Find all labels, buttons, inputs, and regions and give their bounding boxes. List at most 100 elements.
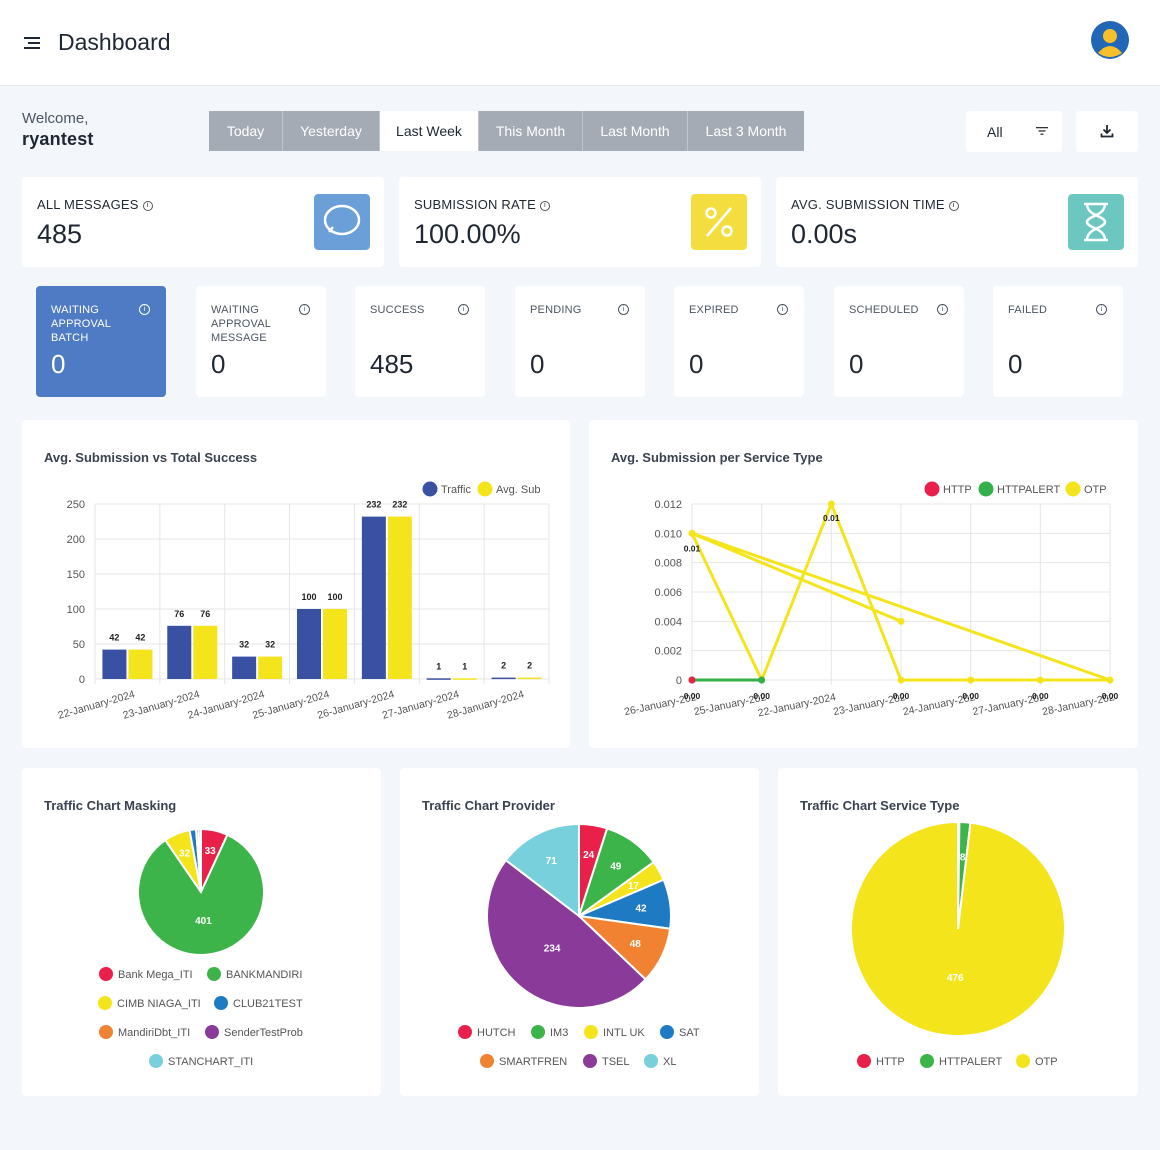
filter-select[interactable]: All: [966, 111, 1062, 152]
chart-title: Avg. Submission vs Total Success: [44, 450, 258, 465]
hamburger-menu-icon[interactable]: [22, 34, 42, 52]
mini-card-pending: PENDING i 0: [515, 286, 645, 397]
mini-card-waiting-approval-message: WAITING APPROVAL MESSAGE i 0: [196, 286, 326, 397]
pie-slice: [850, 820, 1066, 1037]
mini-value: 0: [530, 349, 545, 379]
filter-value: All: [987, 124, 1003, 140]
y-tick-label: 0: [79, 674, 85, 686]
mini-card-expired: EXPIRED i 0: [674, 286, 804, 397]
stat-label: ALL MESSAGES: [37, 197, 139, 212]
legend-marker: [99, 967, 113, 981]
legend-label: SAT: [679, 1027, 700, 1039]
data-label: 0.00: [684, 691, 701, 701]
y-tick-label: 250: [67, 499, 85, 511]
mini-label: WAITING APPROVAL MESSAGE: [211, 304, 271, 344]
chart-title: Avg. Submission per Service Type: [611, 450, 823, 465]
legend-label: SenderTestProb: [224, 1027, 303, 1039]
legend-label: Bank Mega_ITI: [118, 969, 193, 981]
data-label: 232: [366, 500, 381, 510]
user-avatar-icon[interactable]: [1091, 21, 1129, 59]
data-point: [897, 676, 905, 684]
y-tick-label: 0.010: [654, 528, 682, 540]
legend-label: TSEL: [602, 1056, 630, 1068]
data-point: [688, 676, 696, 684]
data-label: 2: [527, 661, 532, 671]
legend-marker: [1016, 1054, 1030, 1068]
data-label: 1: [436, 661, 441, 671]
bar: [167, 625, 192, 679]
legend-label: HUTCH: [477, 1027, 516, 1039]
data-label: 0.00: [962, 691, 979, 701]
range-last-week-button[interactable]: Last Week: [380, 111, 479, 151]
legend-marker: [584, 1025, 598, 1039]
data-label: 42: [109, 633, 119, 643]
legend-marker: [924, 481, 940, 497]
data-label: 76: [200, 609, 210, 619]
legend-marker: [477, 481, 493, 497]
legend-marker: [857, 1054, 871, 1068]
legend-label: CLUB21TEST: [233, 998, 303, 1010]
data-label: 1: [462, 661, 467, 671]
data-point: [688, 529, 696, 537]
range-last-month-button[interactable]: Last Month: [583, 111, 688, 151]
legend-marker: [531, 1025, 545, 1039]
y-tick-label: 50: [73, 639, 85, 651]
info-icon[interactable]: i: [539, 201, 550, 211]
panel-traffic-masking: Traffic Chart Masking 33 401 32 Bank Mega_I…: [22, 768, 381, 1096]
range-today-button[interactable]: Today: [209, 111, 283, 151]
data-label: 32: [239, 640, 249, 650]
legend-marker: [149, 1054, 163, 1068]
y-tick-label: 200: [67, 534, 85, 546]
bar: [102, 649, 127, 679]
data-point: [827, 500, 835, 508]
info-icon[interactable]: i: [937, 304, 948, 315]
legend-label: HTTP: [876, 1056, 905, 1068]
data-label: 42: [135, 633, 145, 643]
stat-card-all-messages: ALL MESSAGES i 485: [22, 177, 384, 267]
info-icon[interactable]: i: [1096, 304, 1107, 315]
data-point: [897, 617, 905, 625]
info-icon[interactable]: i: [618, 304, 629, 315]
bar: [387, 516, 412, 679]
info-icon[interactable]: i: [458, 304, 469, 315]
legend-marker: [99, 1025, 113, 1039]
legend-marker: [583, 1054, 597, 1068]
mini-value: 0: [211, 349, 226, 379]
slice-label: 476: [947, 973, 964, 984]
chart-title: Traffic Chart Provider: [422, 798, 555, 813]
legend-label: XL: [663, 1056, 676, 1068]
chart-title: Traffic Chart Service Type: [800, 798, 960, 813]
data-point: [1036, 676, 1044, 684]
slice-label: 24: [583, 850, 595, 861]
legend-marker: [98, 996, 112, 1010]
legend-marker: [978, 481, 994, 497]
info-icon[interactable]: i: [777, 304, 788, 315]
legend-marker: [480, 1054, 494, 1068]
mini-value: 0: [849, 349, 864, 379]
slice-label: 33: [205, 846, 217, 857]
data-label: 2: [501, 661, 506, 671]
range-last-3-month-button[interactable]: Last 3 Month: [688, 111, 804, 151]
data-point: [967, 676, 975, 684]
legend-marker: [660, 1025, 674, 1039]
welcome-username: ryantest: [22, 129, 94, 149]
slice-label: 32: [179, 848, 191, 859]
line-chart: 00.0020.0040.0060.0080.0100.01226-Januar…: [623, 481, 1119, 719]
pie-slice: [137, 833, 265, 956]
bar: [297, 609, 321, 679]
legend-marker: [920, 1054, 934, 1068]
info-icon[interactable]: i: [139, 304, 150, 315]
legend-marker: [458, 1025, 472, 1039]
chat-bubble-icon: [314, 194, 370, 250]
info-icon[interactable]: i: [142, 201, 153, 211]
panel-avg-submission-per-service: Avg. Submission per Service Type 0 0.002 0…: [589, 420, 1138, 748]
info-icon[interactable]: i: [299, 304, 310, 315]
data-label: 0.00: [1032, 691, 1049, 701]
legend-label: CIMB NIAGA_ITI: [117, 998, 201, 1010]
range-this-month-button[interactable]: This Month: [479, 111, 583, 151]
range-yesterday-button[interactable]: Yesterday: [283, 111, 380, 151]
legend-label: HTTPALERT: [939, 1056, 1002, 1068]
panel-traffic-service-type: Traffic Chart Service Type 8 476 HTTP HTTPA…: [778, 768, 1138, 1096]
download-button[interactable]: [1076, 111, 1138, 152]
info-icon[interactable]: i: [948, 201, 959, 211]
